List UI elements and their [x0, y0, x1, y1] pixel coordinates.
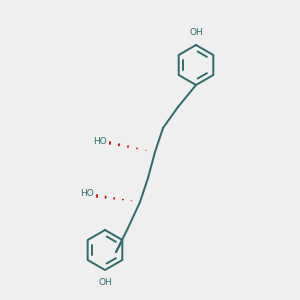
Text: OH: OH — [98, 278, 112, 287]
Text: HO: HO — [93, 136, 107, 146]
Text: OH: OH — [189, 28, 203, 37]
Text: HO: HO — [80, 190, 94, 199]
